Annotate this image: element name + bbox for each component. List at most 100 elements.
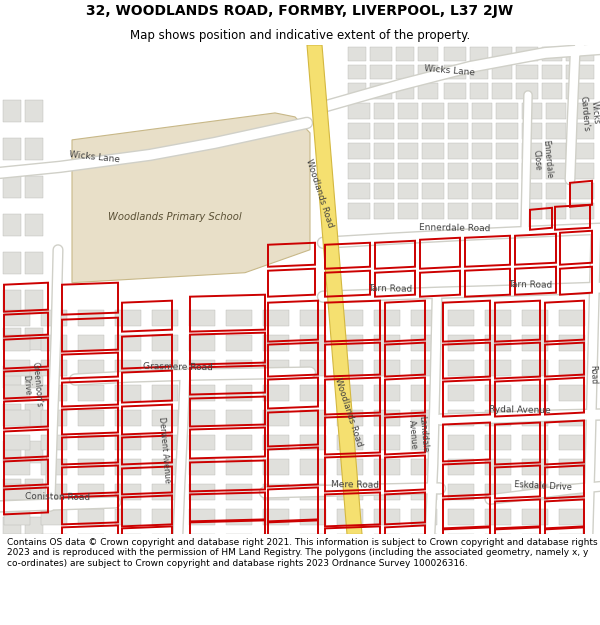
Text: Woodlands Primary School: Woodlands Primary School [108, 212, 242, 222]
Text: 32, WOODLANDS ROAD, FORMBY, LIVERPOOL, L37 2JW: 32, WOODLANDS ROAD, FORMBY, LIVERPOOL, L… [86, 4, 514, 18]
Bar [3, 100, 21, 122]
Bar [189, 359, 215, 376]
Bar [522, 163, 542, 179]
Bar [370, 47, 392, 61]
Text: Coniston Road: Coniston Road [25, 492, 91, 502]
Bar [152, 459, 178, 476]
Bar [337, 409, 363, 426]
Bar [226, 384, 252, 401]
Bar [337, 384, 363, 401]
Bar [3, 252, 21, 274]
Bar [374, 143, 394, 159]
Bar [374, 202, 394, 219]
Bar [396, 47, 414, 61]
Bar [374, 384, 400, 401]
Bar [226, 534, 252, 551]
Bar [337, 334, 363, 351]
Bar [448, 459, 474, 476]
Bar [189, 434, 215, 451]
Bar [546, 143, 566, 159]
Bar [4, 434, 30, 451]
Bar [226, 509, 252, 526]
Bar [226, 484, 252, 501]
Bar [263, 534, 289, 551]
Bar [522, 384, 548, 401]
Bar [3, 138, 21, 160]
Bar [496, 183, 518, 199]
Bar [522, 484, 548, 501]
Bar [522, 123, 542, 139]
Text: Eskdale Drive: Eskdale Drive [514, 481, 572, 492]
Bar [448, 509, 474, 526]
Bar [485, 384, 511, 401]
Bar [78, 384, 104, 401]
Bar [542, 65, 562, 79]
Bar [78, 459, 104, 476]
Bar [152, 359, 178, 376]
Bar [263, 434, 289, 451]
Bar [496, 202, 518, 219]
Bar [570, 163, 594, 179]
Bar [496, 143, 518, 159]
Bar [472, 103, 492, 119]
Bar [348, 163, 370, 179]
Bar [396, 65, 414, 79]
Text: Greenloon's
Drive: Greenloon's Drive [20, 361, 44, 408]
Bar [559, 334, 585, 351]
Bar [226, 409, 252, 426]
Bar [448, 484, 474, 501]
Bar [4, 384, 30, 401]
Bar [411, 434, 437, 451]
Text: Tarn Road: Tarn Road [368, 284, 412, 294]
Bar [41, 509, 67, 526]
Bar [370, 83, 392, 99]
Bar [448, 123, 468, 139]
Bar [3, 479, 21, 501]
Bar [411, 384, 437, 401]
Bar [152, 334, 178, 351]
Bar [263, 509, 289, 526]
Text: Landdale
Avenue: Landdale Avenue [407, 415, 429, 454]
Bar [374, 459, 400, 476]
Bar [25, 100, 43, 122]
Bar [522, 434, 548, 451]
Bar [263, 359, 289, 376]
Bar [4, 409, 30, 426]
Bar [411, 484, 437, 501]
Bar [300, 359, 326, 376]
Bar [546, 163, 566, 179]
Bar [485, 434, 511, 451]
Bar [448, 163, 468, 179]
Bar [78, 434, 104, 451]
Bar [472, 143, 492, 159]
Bar [300, 459, 326, 476]
Polygon shape [307, 45, 362, 534]
Bar [4, 359, 30, 376]
Bar [422, 103, 444, 119]
Bar [25, 441, 43, 464]
Bar [374, 434, 400, 451]
Bar [396, 83, 414, 99]
Bar [411, 509, 437, 526]
Bar [152, 509, 178, 526]
Bar [522, 509, 548, 526]
Text: Woodlands Road: Woodlands Road [304, 158, 334, 228]
Text: Wicks Lane: Wicks Lane [69, 150, 121, 164]
Bar [25, 404, 43, 426]
Bar [485, 534, 511, 551]
Bar [411, 459, 437, 476]
Bar [4, 484, 30, 501]
Bar [398, 143, 418, 159]
Bar [522, 334, 548, 351]
Bar [492, 83, 512, 99]
Bar [41, 459, 67, 476]
Bar [348, 65, 366, 79]
Bar [370, 65, 392, 79]
Bar [115, 334, 141, 351]
Bar [566, 47, 594, 61]
Bar [470, 83, 488, 99]
Bar [115, 434, 141, 451]
Bar [152, 309, 178, 326]
Bar [470, 47, 488, 61]
Text: Mere Road: Mere Road [331, 479, 379, 489]
